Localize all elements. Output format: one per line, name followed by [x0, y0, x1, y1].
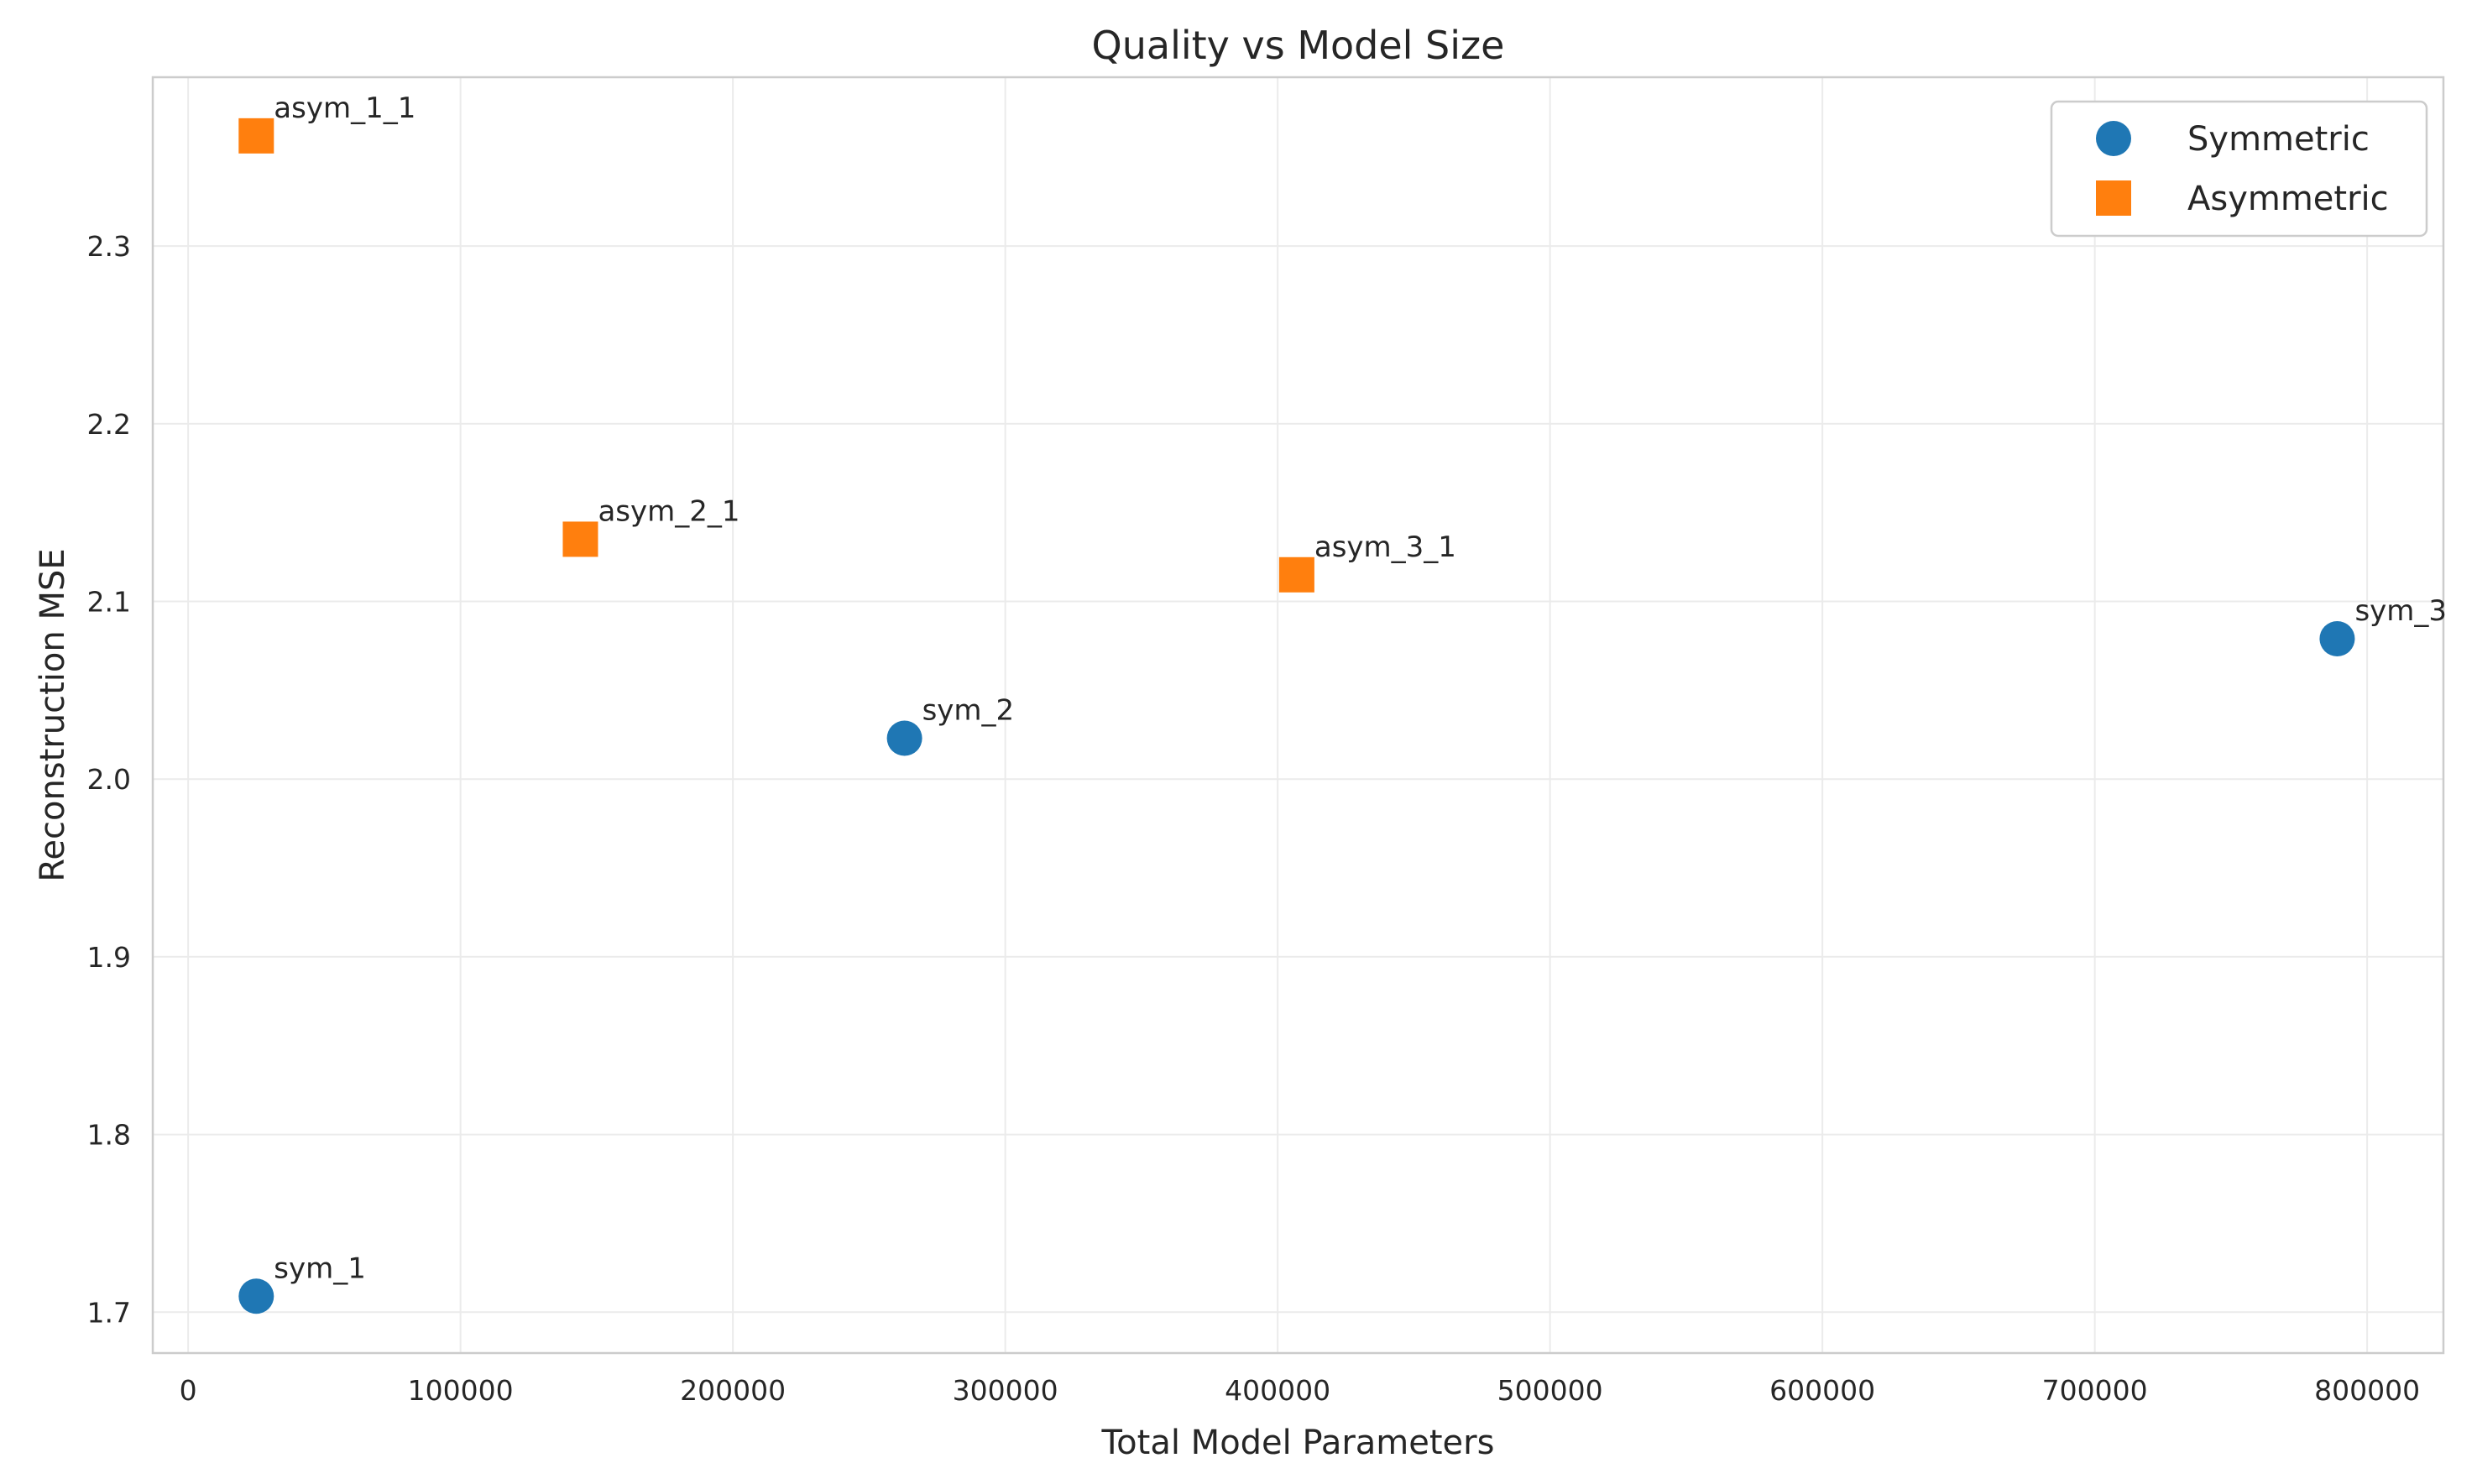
- y-tick-label: 1.8: [87, 1119, 131, 1152]
- x-tick-label: 200000: [680, 1374, 786, 1407]
- data-label-asym-1-1: asym_1_1: [274, 91, 415, 125]
- x-tick-label: 600000: [1769, 1374, 1875, 1407]
- y-tick-label: 1.7: [87, 1296, 131, 1329]
- x-tick-label: 700000: [2042, 1374, 2148, 1407]
- x-tick-label: 800000: [2314, 1374, 2420, 1407]
- data-label-asym-3-1: asym_3_1: [1314, 530, 1456, 564]
- data-label-sym-1: sym_1: [274, 1251, 366, 1285]
- legend-box: [2050, 100, 2428, 238]
- plot-frame: [151, 76, 2445, 1355]
- data-label-asym-2-1: asym_2_1: [598, 494, 739, 528]
- legend: Symmetric Asymmetric: [2050, 100, 2428, 238]
- data-point-sym-3: [2319, 620, 2355, 656]
- legend-label-asymmetric: Asymmetric: [2187, 180, 2389, 218]
- x-tick-label: 500000: [1497, 1374, 1603, 1407]
- x-tick-label: 0: [180, 1374, 197, 1407]
- data-points: [238, 118, 2355, 1314]
- data-point-asym-3-1: [1278, 556, 1314, 593]
- y-tick-label: 2.1: [87, 586, 131, 619]
- data-point-sym-2: [886, 720, 922, 756]
- y-tick-label: 2.0: [87, 763, 131, 796]
- point-annotations: sym_1 sym_2 sym_3 asym_1_1 asym_2_1 asym_3_1: [274, 91, 2447, 1285]
- data-label-sym-2: sym_2: [922, 694, 1015, 728]
- y-tick-label: 2.3: [87, 230, 131, 263]
- x-tick-label: 100000: [408, 1374, 514, 1407]
- data-label-sym-3: sym_3: [2354, 594, 2447, 628]
- data-point-asym-2-1: [562, 521, 598, 557]
- y-axis-label: Reconstruction MSE: [34, 548, 72, 881]
- x-tick-label: 300000: [953, 1374, 1058, 1407]
- y-tick-label: 1.9: [87, 941, 131, 974]
- tick-labels: 0 100000 200000 300000 400000 500000 600000 700…: [87, 230, 2421, 1407]
- legend-marker-asymmetric: [2096, 180, 2131, 216]
- data-point-asym-1-1: [238, 118, 274, 154]
- x-axis-label: Total Model Parameters: [1101, 1424, 1495, 1462]
- chart-title: Quality vs Model Size: [1092, 23, 1505, 68]
- x-tick-label: 400000: [1225, 1374, 1330, 1407]
- y-tick-label: 2.2: [87, 408, 131, 441]
- data-point-sym-1: [238, 1278, 274, 1314]
- legend-marker-symmetric: [2096, 121, 2131, 156]
- legend-label-symmetric: Symmetric: [2187, 120, 2370, 159]
- grid: [153, 77, 2443, 1353]
